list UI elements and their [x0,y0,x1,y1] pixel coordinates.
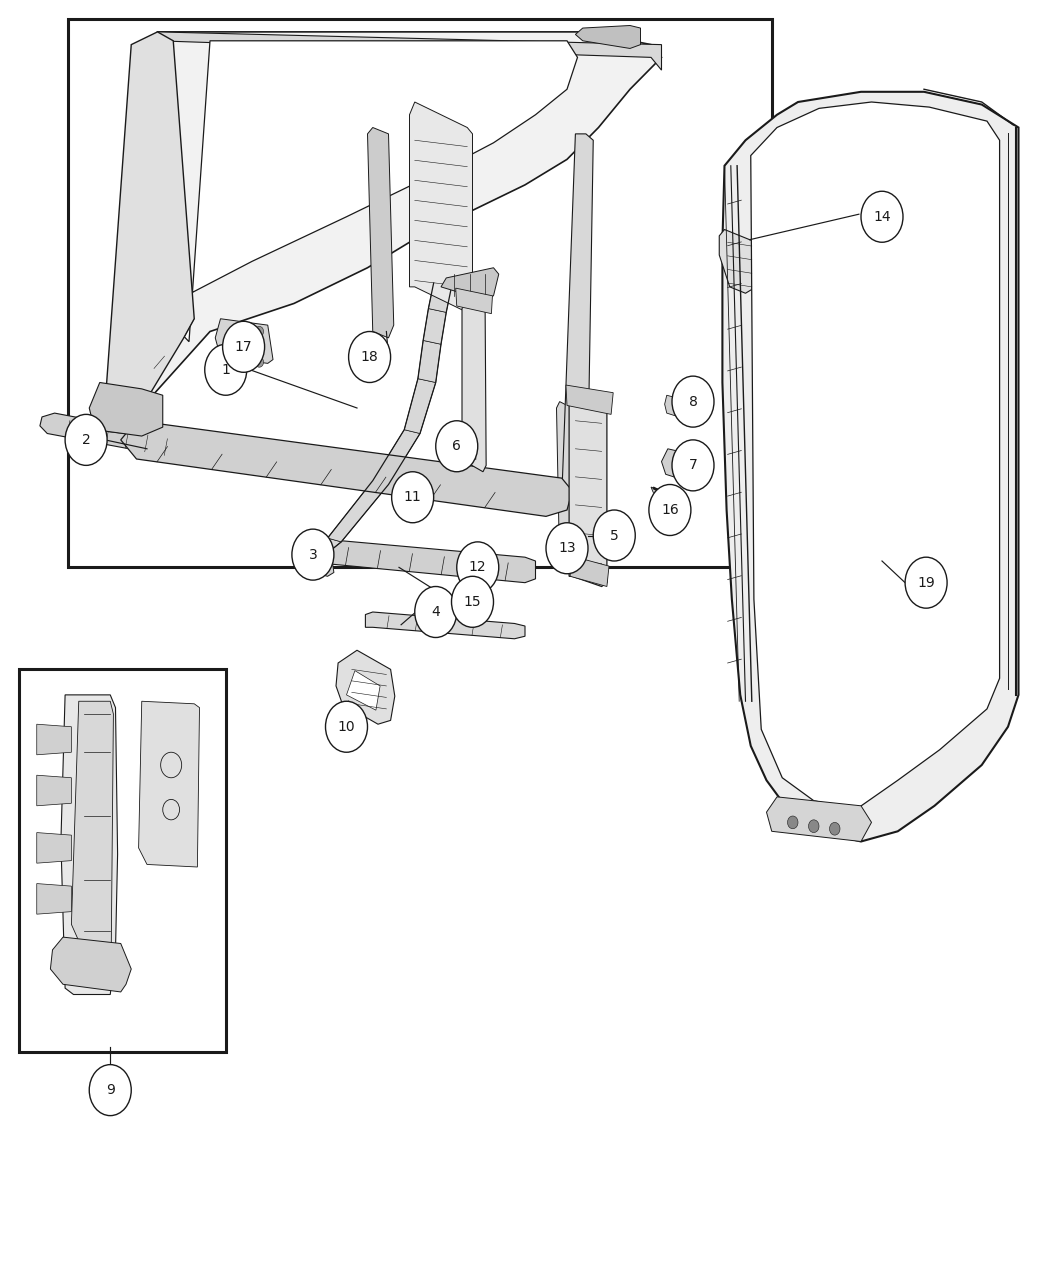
Text: 3: 3 [309,548,317,561]
Polygon shape [570,556,609,586]
Text: 2: 2 [82,434,90,446]
Polygon shape [651,487,674,499]
Polygon shape [665,395,693,421]
FancyBboxPatch shape [19,669,226,1052]
Circle shape [457,542,499,593]
Circle shape [808,820,819,833]
Polygon shape [662,449,701,484]
Polygon shape [61,695,118,994]
Polygon shape [328,481,388,542]
Polygon shape [298,552,334,576]
Polygon shape [428,283,452,312]
Text: 14: 14 [874,210,890,223]
Polygon shape [373,430,420,484]
Circle shape [255,342,264,352]
Polygon shape [418,340,441,382]
Polygon shape [89,382,163,436]
Polygon shape [423,309,446,344]
Polygon shape [346,671,380,710]
Text: 12: 12 [469,561,486,574]
Polygon shape [722,92,1018,842]
Circle shape [672,376,714,427]
Text: 6: 6 [453,440,461,453]
Polygon shape [462,300,486,472]
Polygon shape [456,288,492,314]
Circle shape [223,321,265,372]
Polygon shape [404,379,436,434]
Circle shape [649,484,691,536]
Circle shape [905,557,947,608]
Circle shape [292,529,334,580]
Circle shape [415,586,457,638]
Polygon shape [410,102,472,312]
Polygon shape [37,724,71,755]
Text: 8: 8 [689,395,697,408]
Circle shape [861,191,903,242]
Text: 11: 11 [404,491,421,504]
Text: 4: 4 [432,606,440,618]
Polygon shape [94,32,194,434]
Text: 16: 16 [662,504,678,516]
Circle shape [830,822,840,835]
Polygon shape [215,319,273,363]
Polygon shape [50,937,131,992]
Circle shape [436,421,478,472]
Circle shape [255,357,264,367]
Polygon shape [336,650,395,724]
Text: 13: 13 [559,542,575,555]
Text: 15: 15 [464,595,481,608]
Polygon shape [94,32,662,436]
Polygon shape [562,134,593,504]
Polygon shape [299,538,341,567]
Circle shape [392,472,434,523]
Circle shape [452,576,494,627]
FancyBboxPatch shape [68,19,772,567]
Polygon shape [37,775,71,806]
Polygon shape [368,128,394,338]
Polygon shape [71,701,113,944]
Text: 1: 1 [222,363,230,376]
Circle shape [593,510,635,561]
Circle shape [546,523,588,574]
Polygon shape [37,833,71,863]
Text: 9: 9 [106,1084,114,1096]
Circle shape [349,332,391,382]
Polygon shape [441,268,499,300]
Polygon shape [396,487,429,515]
Polygon shape [719,230,756,293]
Circle shape [255,326,264,337]
Text: 5: 5 [610,529,618,542]
Polygon shape [751,102,1000,810]
Text: 17: 17 [235,340,252,353]
Polygon shape [315,539,536,583]
Polygon shape [40,413,194,459]
Polygon shape [158,32,662,70]
Polygon shape [575,26,640,48]
Polygon shape [139,701,200,867]
Text: 18: 18 [361,351,378,363]
Polygon shape [365,612,525,639]
Circle shape [205,344,247,395]
Polygon shape [459,555,491,585]
Text: 19: 19 [918,576,935,589]
Circle shape [788,816,798,829]
Polygon shape [566,385,613,414]
Text: 7: 7 [689,459,697,472]
Polygon shape [556,402,573,574]
Polygon shape [766,797,872,842]
Text: 10: 10 [338,720,355,733]
Polygon shape [121,421,572,516]
Circle shape [65,414,107,465]
Polygon shape [173,41,578,342]
Polygon shape [37,884,71,914]
Polygon shape [569,395,607,586]
Circle shape [89,1065,131,1116]
Circle shape [326,701,368,752]
Circle shape [672,440,714,491]
